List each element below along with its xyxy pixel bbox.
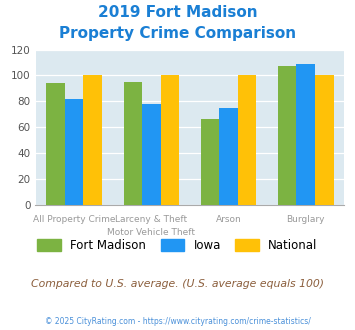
Text: Property Crime Comparison: Property Crime Comparison xyxy=(59,26,296,41)
Text: Arson: Arson xyxy=(215,214,241,223)
Text: 2019 Fort Madison: 2019 Fort Madison xyxy=(98,5,257,20)
Bar xyxy=(83,75,102,205)
Bar xyxy=(142,104,160,205)
Text: Burglary: Burglary xyxy=(286,214,325,223)
Bar xyxy=(46,83,65,205)
Text: Larceny & Theft: Larceny & Theft xyxy=(115,214,187,223)
Text: Compared to U.S. average. (U.S. average equals 100): Compared to U.S. average. (U.S. average … xyxy=(31,279,324,289)
Bar xyxy=(315,75,334,205)
Legend: Fort Madison, Iowa, National: Fort Madison, Iowa, National xyxy=(32,233,323,258)
Bar xyxy=(238,75,256,205)
Text: Motor Vehicle Theft: Motor Vehicle Theft xyxy=(107,228,195,237)
Bar xyxy=(160,75,179,205)
Bar xyxy=(124,82,142,205)
Bar xyxy=(201,119,219,205)
Bar xyxy=(219,108,238,205)
Bar xyxy=(278,66,296,205)
Bar xyxy=(65,99,83,205)
Text: All Property Crime: All Property Crime xyxy=(33,214,115,223)
Bar xyxy=(296,64,315,205)
Text: © 2025 CityRating.com - https://www.cityrating.com/crime-statistics/: © 2025 CityRating.com - https://www.city… xyxy=(45,317,310,326)
